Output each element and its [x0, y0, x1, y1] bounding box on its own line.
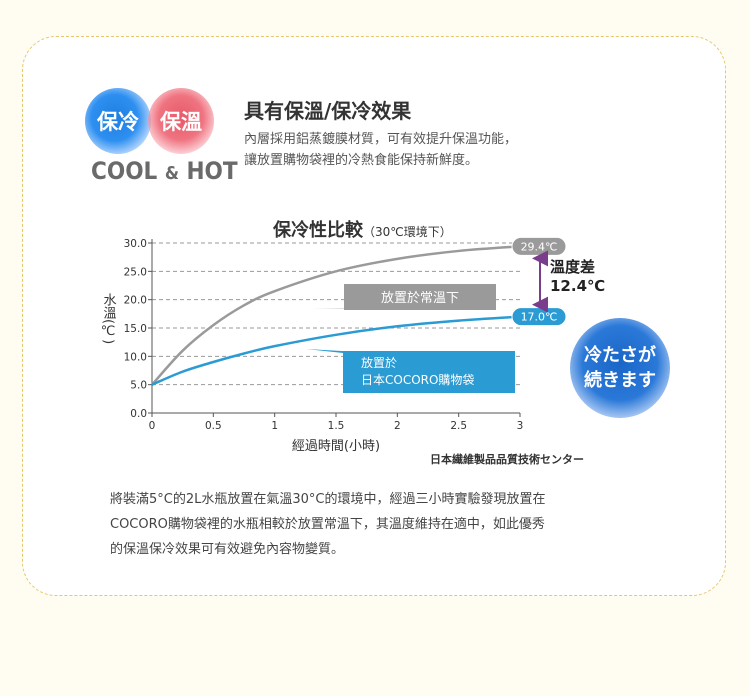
intro-line-1: 內層採用鋁蒸鍍膜材質，可有效提升保溫功能，: [244, 132, 518, 147]
difference-title: 溫度差: [550, 258, 596, 276]
x-tick-label: 0.5: [205, 420, 222, 432]
callout-box-cocoro-bag: [343, 351, 515, 393]
series-label-cocoro-bag-line-1: 放置於: [361, 355, 397, 370]
series-line-room-temp: [151, 245, 521, 386]
bubble-line-2: 続きます: [584, 370, 656, 391]
chart-title-main: 保冷性比較: [273, 220, 363, 241]
end-label-cocoro-bag-text: 17.0℃: [521, 311, 558, 324]
description-line-3: 的保溫保冷效果可有效避免內容物變質。: [110, 542, 345, 557]
series-line-cocoro-bag: [151, 315, 521, 386]
bubble-line-1: 冷たさが: [584, 345, 656, 366]
x-tick-label: 1.5: [328, 420, 345, 432]
description-line-1: 將裝滿5°C的2L水瓶放置在氣溫30°C的環境中，經過三小時實驗發現放置在: [110, 492, 546, 507]
hot-badge: 保溫: [148, 88, 214, 154]
x-axis-label: 經過時間(小時): [292, 439, 380, 454]
hot-badge-label: 保溫: [160, 110, 202, 134]
description-line-2: COCORO購物袋裡的水瓶相較於放置常溫下，其溫度維持在適中，如此優秀: [110, 517, 545, 532]
y-tick-label: 10.0: [124, 351, 147, 363]
y-axis-label: 水溫(℃): [101, 293, 117, 344]
y-tick-label: 15.0: [124, 323, 147, 335]
chart-title-sub: （30℃環境下）: [363, 225, 452, 239]
hot-text: HOT: [186, 157, 238, 185]
x-tick-label: 0: [149, 420, 156, 432]
y-tick-label: 25.0: [124, 266, 147, 278]
x-tick-label: 2.5: [450, 420, 467, 432]
x-tick-label: 2: [394, 420, 401, 432]
series-label-cocoro-bag-line-2: 日本COCORO購物袋: [361, 373, 474, 387]
cool-text: COOL: [91, 157, 158, 185]
headline: 具有保溫/保冷效果: [244, 99, 412, 123]
x-tick-label: 1: [271, 420, 278, 432]
y-tick-label: 0.0: [130, 408, 147, 420]
data-source: 日本繊維製品品質技術センター: [430, 453, 584, 466]
intro-line-2: 讓放置購物袋裡的冷熱食能保持新鮮度。: [244, 153, 479, 168]
cool-hot-logo: COOL & HOT: [91, 157, 238, 185]
amp-text: &: [164, 163, 179, 184]
difference-label: 溫度差 12.4℃: [550, 258, 605, 296]
y-tick-label: 20.0: [124, 295, 147, 307]
x-tick-label: 3: [517, 420, 524, 432]
series-label-room-temp: 放置於常溫下: [381, 290, 459, 306]
callout-box-room-temp: [344, 284, 496, 310]
cold-badge-label: 保冷: [97, 110, 139, 134]
end-label-room-temp-text: 29.4℃: [521, 240, 558, 253]
cold-badge: 保冷: [85, 88, 151, 154]
y-tick-label: 5.0: [130, 380, 147, 392]
chart-title: 保冷性比較（30℃環境下）: [273, 216, 452, 242]
cold-lasts-bubble: 冷たさが 続きます: [570, 318, 670, 418]
description-text: 將裝滿5°C的2L水瓶放置在氣溫30°C的環境中，經過三小時實驗發現放置在 CO…: [110, 487, 670, 562]
intro-text: 內層採用鋁蒸鍍膜材質，可有效提升保溫功能， 讓放置購物袋裡的冷熱食能保持新鮮度。: [244, 129, 604, 171]
difference-value: 12.4℃: [550, 277, 606, 295]
y-tick-label: 30.0: [124, 238, 147, 250]
